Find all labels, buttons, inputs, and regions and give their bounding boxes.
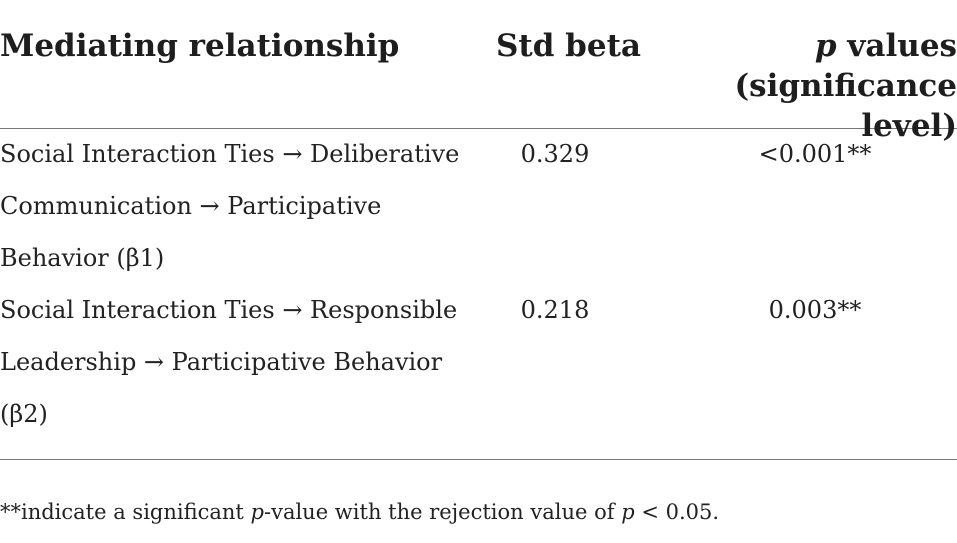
header-p-symbol: p (814, 28, 837, 64)
relationship-line: Social Interaction Ties → Deliberative (0, 140, 460, 168)
cell-mediating-relationship: Social Interaction Ties → Responsible Le… (0, 284, 460, 440)
cell-mediating-relationship: Social Interaction Ties → Deliberative C… (0, 128, 460, 284)
relationship-line: (β2) (0, 400, 48, 428)
header-std-beta: Std beta (496, 28, 641, 64)
footnote-p-symbol: p (621, 500, 635, 524)
footnote-text: < 0.05. (634, 500, 720, 524)
table-bottom-rule (0, 459, 957, 460)
footnote-text: -value with the rejection value of (263, 500, 622, 524)
cell-p-value: <0.001** (758, 140, 872, 168)
header-mediating-relationship: Mediating relationship (0, 28, 400, 64)
results-table: Mediating relationship Std beta p values… (0, 0, 957, 460)
header-p-values-text: values (836, 28, 957, 64)
relationship-line: Social Interaction Ties → Responsible (0, 296, 458, 324)
relationship-line: Leadership → Participative Behavior (0, 348, 443, 376)
footnote-text: **indicate a significant (0, 500, 251, 524)
footnote-p-symbol: p (250, 500, 264, 524)
table-header: Mediating relationship Std beta p values… (0, 0, 957, 144)
relationship-line: Behavior (β1) (0, 244, 165, 272)
cell-std-beta: 0.329 (520, 140, 590, 168)
cell-std-beta: 0.218 (520, 296, 590, 324)
cell-p-value: 0.003** (768, 296, 862, 324)
relationship-line: Communication → Participative (0, 192, 382, 220)
header-p-values-line1: p values (660, 26, 957, 66)
table-footnote: **indicate a significant p-value with th… (0, 497, 719, 527)
header-significance-level: (significance level) (734, 68, 957, 144)
header-p-values: p values (significance level) (660, 26, 957, 146)
